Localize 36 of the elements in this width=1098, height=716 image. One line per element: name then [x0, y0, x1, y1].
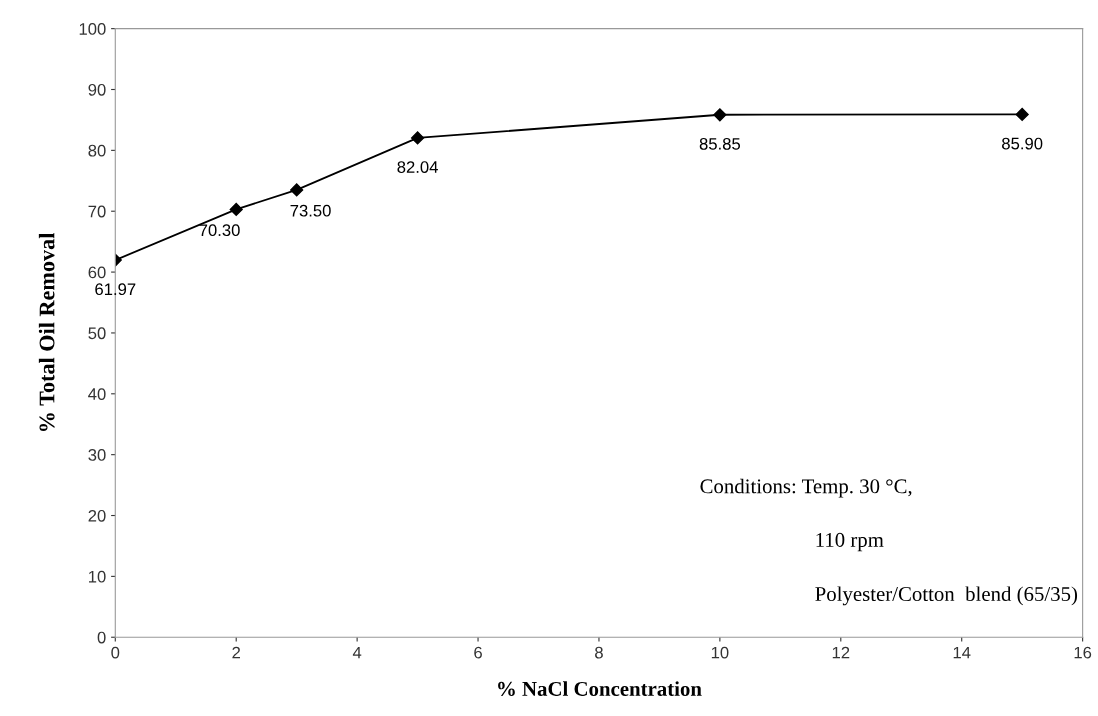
data-label: 70.30: [199, 224, 240, 237]
point: [410, 131, 425, 145]
annotation: Polyester/Cotton blend (65/35): [815, 586, 1078, 606]
x-tick-label: 8: [595, 646, 603, 659]
data-label: 85.85: [699, 137, 741, 150]
data-label: 73.50: [290, 204, 331, 217]
data-label: 82.04: [397, 161, 438, 173]
y-tick-label: 60: [88, 266, 106, 279]
y-tick-label: 30: [88, 449, 106, 461]
data-label: 85.90: [1002, 137, 1043, 150]
x-tick-label: 0: [111, 646, 120, 659]
x-axis-title: % NaCl Concentration: [498, 681, 702, 696]
y-tick-label: 50: [88, 327, 106, 340]
y-tick-label: 40: [88, 388, 106, 400]
annotation: 110 rpm: [816, 532, 884, 552]
y-axis-title: % Total Oil Removal: [38, 232, 55, 431]
y-tick-label: 10: [89, 570, 106, 583]
x-tick-label: 4: [352, 646, 362, 659]
y-tick-label: 90: [88, 83, 106, 96]
point: [290, 183, 304, 197]
x-tick-label: 6: [474, 646, 482, 659]
y-tick-label: 100: [79, 23, 106, 35]
x-tick-label: 14: [953, 646, 971, 659]
point: [229, 202, 243, 216]
x-tick-label: 2: [232, 646, 241, 659]
point: [1015, 107, 1029, 122]
x-tick-label: 10: [711, 646, 729, 659]
x-tick-label: 12: [832, 646, 850, 659]
x-tick-label: 16: [1074, 646, 1092, 659]
y-tick-label: 20: [88, 509, 106, 522]
y-tick-label: 70: [88, 205, 106, 218]
annotation: Conditions: Temp. 30 °C,: [700, 478, 912, 498]
y-tick-label: 0: [97, 631, 106, 644]
y-tick-label: 80: [88, 144, 106, 157]
point: [713, 108, 727, 122]
data-label: 61.97: [95, 283, 136, 296]
